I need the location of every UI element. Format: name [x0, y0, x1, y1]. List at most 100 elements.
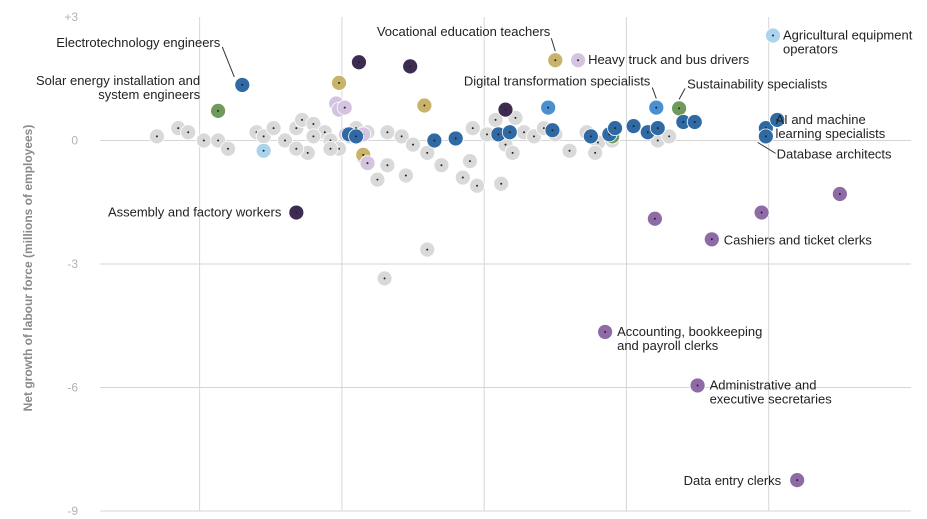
data-point-center: [655, 106, 658, 109]
data-point-center: [760, 211, 763, 214]
label-leader-line: [651, 87, 657, 99]
data-point-center: [423, 104, 426, 107]
point-label: Solar energy installation and system engi…: [36, 73, 201, 102]
data-point-center: [262, 149, 265, 152]
data-point-center: [554, 59, 557, 62]
data-point-center: [383, 277, 386, 280]
data-point-center: [486, 133, 489, 136]
data-point-center: [504, 108, 507, 111]
data-point-center: [614, 127, 617, 130]
y-tick-label: -9: [67, 504, 78, 518]
data-point-center: [155, 135, 158, 138]
data-point-center: [202, 139, 205, 142]
data-point-center: [217, 139, 220, 142]
data-point-center: [295, 211, 298, 214]
data-point-center: [471, 127, 474, 130]
data-point-center: [668, 135, 671, 138]
data-point-center: [596, 141, 599, 144]
data-point-center: [177, 127, 180, 130]
data-point-center: [710, 238, 713, 241]
data-point-center: [771, 34, 774, 37]
data-point-center: [312, 135, 315, 138]
y-tick-label: -3: [67, 257, 78, 271]
data-point-center: [409, 65, 412, 68]
data-point-center: [301, 118, 304, 121]
data-point-center: [400, 135, 403, 138]
data-point-center: [551, 129, 554, 132]
data-point-center: [376, 178, 379, 181]
data-point-center: [653, 217, 656, 220]
data-point-center: [656, 127, 659, 130]
point-label: Administrative and executive secretaries: [710, 377, 833, 406]
point-label: Database architects: [777, 146, 892, 161]
label-leader-line: [550, 38, 556, 52]
data-point-center: [386, 131, 389, 134]
data-point-center: [547, 106, 550, 109]
point-label: Cashiers and ticket clerks: [724, 232, 873, 247]
data-point-center: [500, 182, 503, 185]
data-point-center: [577, 59, 580, 62]
data-point-center: [632, 125, 635, 128]
point-label: Sustainability specialists: [687, 76, 828, 91]
data-point-center: [386, 164, 389, 167]
data-point-center: [476, 184, 479, 187]
data-point-center: [696, 384, 699, 387]
data-point-center: [693, 120, 696, 123]
data-point-center: [589, 135, 592, 138]
data-point-center: [532, 135, 535, 138]
data-point-center: [306, 151, 309, 154]
point-label: Vocational education teachers: [377, 24, 551, 39]
point-label: Heavy truck and bus drivers: [588, 52, 750, 67]
data-point-center: [338, 81, 341, 84]
data-point-center: [508, 131, 511, 134]
point-labels: Electrotechnology engineers Solar energy …: [36, 24, 913, 488]
data-point-center: [522, 131, 525, 134]
data-points: [149, 27, 848, 489]
data-point-center: [357, 61, 360, 64]
data-point-center: [656, 139, 659, 142]
data-point-center: [366, 162, 369, 165]
point-label: Electrotechnology engineers: [56, 35, 221, 50]
data-point-center: [454, 137, 457, 140]
y-axis-label: Net growth of labour force (millions of …: [21, 125, 35, 412]
data-point-center: [796, 479, 799, 482]
data-point-center: [604, 330, 607, 333]
data-point-center: [241, 83, 244, 86]
data-point-center: [776, 118, 779, 121]
data-point-center: [646, 131, 649, 134]
data-point-center: [494, 118, 497, 121]
data-point-center: [426, 151, 429, 154]
data-point-center: [511, 151, 514, 154]
point-label: AI and machine learning specialists: [775, 112, 885, 141]
data-point-center: [468, 160, 471, 163]
data-point-center: [295, 147, 298, 150]
data-point-center: [187, 131, 190, 134]
point-label: Data entry clerks: [684, 473, 782, 488]
data-point-center: [678, 107, 681, 110]
data-point-center: [440, 164, 443, 167]
data-point-center: [343, 106, 346, 109]
label-leader-line: [757, 141, 776, 154]
y-tick-label: +3: [64, 10, 78, 24]
point-label: Agricultural equipment operators: [783, 28, 913, 57]
data-point-center: [323, 131, 326, 134]
data-point-center: [312, 123, 315, 126]
data-point-center: [542, 127, 545, 130]
data-point-center: [404, 174, 407, 177]
label-leader-line: [221, 46, 235, 78]
data-point-center: [217, 109, 220, 112]
data-point-center: [461, 176, 464, 179]
point-label: Assembly and factory workers: [108, 205, 282, 220]
data-point-center: [283, 139, 286, 142]
data-point-center: [764, 135, 767, 138]
data-point-center: [568, 149, 571, 152]
data-point-center: [426, 248, 429, 251]
y-axis-ticks: +3 0 -3 -6 -9: [64, 10, 78, 518]
data-point-center: [329, 147, 332, 150]
data-point-center: [355, 135, 358, 138]
data-point-center: [412, 143, 415, 146]
data-point-center: [338, 147, 341, 150]
y-tick-label: 0: [71, 134, 78, 148]
data-point-center: [682, 120, 685, 123]
y-tick-label: -6: [67, 381, 78, 395]
